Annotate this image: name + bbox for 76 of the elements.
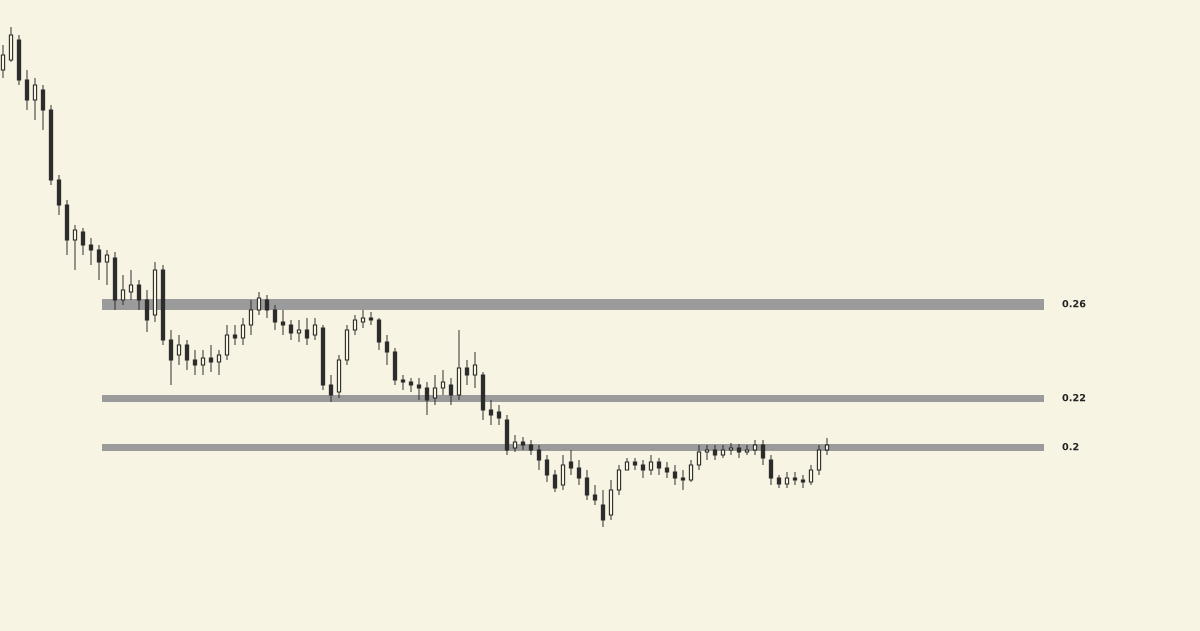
candlestick (96, 244, 102, 281)
candlestick (424, 381, 430, 416)
candlestick (432, 374, 438, 406)
candlestick (696, 444, 702, 471)
candlestick (760, 439, 766, 466)
candlestick (536, 444, 542, 471)
candlestick (416, 377, 422, 401)
band-label: 0.26 (1062, 299, 1086, 308)
candlestick (568, 449, 574, 476)
candlestick (448, 377, 454, 406)
candlestick (664, 461, 670, 479)
candlestick (216, 349, 222, 376)
candlestick (672, 464, 678, 486)
candlestick (472, 351, 478, 389)
candlestick (560, 454, 566, 491)
candlestick (584, 469, 590, 501)
candlestick (272, 304, 278, 331)
candlestick (240, 317, 246, 346)
candlestick (200, 349, 206, 376)
candlestick (184, 339, 190, 371)
candlestick (552, 469, 558, 493)
candlestick (176, 334, 182, 366)
band-label: 0.22 (1062, 393, 1086, 402)
candlestick (368, 311, 374, 326)
candlestick (408, 377, 414, 393)
candlestick (32, 77, 38, 121)
candlestick (312, 317, 318, 341)
candlestick (88, 237, 94, 266)
candlestick (192, 349, 198, 376)
candlestick (144, 289, 150, 333)
candlestick (464, 359, 470, 386)
candlestick (648, 454, 654, 476)
candlestick (576, 459, 582, 486)
candlestick (440, 369, 446, 396)
candlestick (80, 227, 86, 256)
candlestick (120, 274, 126, 306)
candlestick (496, 404, 502, 426)
candlestick (264, 294, 270, 319)
candlestick (208, 344, 214, 373)
candlestick (40, 84, 46, 131)
candlestick (256, 291, 262, 316)
candlestick (328, 374, 334, 403)
candlestick (104, 249, 110, 286)
candlestick (72, 224, 78, 271)
candlestick (280, 309, 286, 336)
candlestick (296, 319, 302, 343)
candlestick (688, 459, 694, 483)
candlestick (704, 444, 710, 461)
candlestick (488, 399, 494, 426)
candlestick (800, 474, 806, 489)
candlestick (288, 319, 294, 341)
candlestick (384, 334, 390, 366)
candlestick (376, 317, 382, 351)
candlestick (808, 464, 814, 486)
band-label: 0.2 (1062, 442, 1079, 451)
candlestick (248, 299, 254, 336)
candlestick (616, 464, 622, 496)
candlestick (728, 442, 734, 456)
candlestick (232, 324, 238, 346)
candlestick (24, 69, 30, 111)
candlestick (360, 309, 366, 329)
candlestick (0, 44, 6, 79)
candlestick (768, 454, 774, 486)
candlestick (304, 317, 310, 346)
candlestick (168, 329, 174, 386)
candlestick (816, 444, 822, 476)
candlestick (136, 279, 142, 311)
candlestick (592, 484, 598, 506)
candlestick (544, 454, 550, 483)
candlestick (224, 324, 230, 361)
candlestick (400, 374, 406, 391)
candlestick (680, 469, 686, 491)
candlestick (792, 471, 798, 486)
candlestick (128, 269, 134, 301)
candlestick (600, 489, 606, 527)
candlestick (352, 314, 358, 336)
